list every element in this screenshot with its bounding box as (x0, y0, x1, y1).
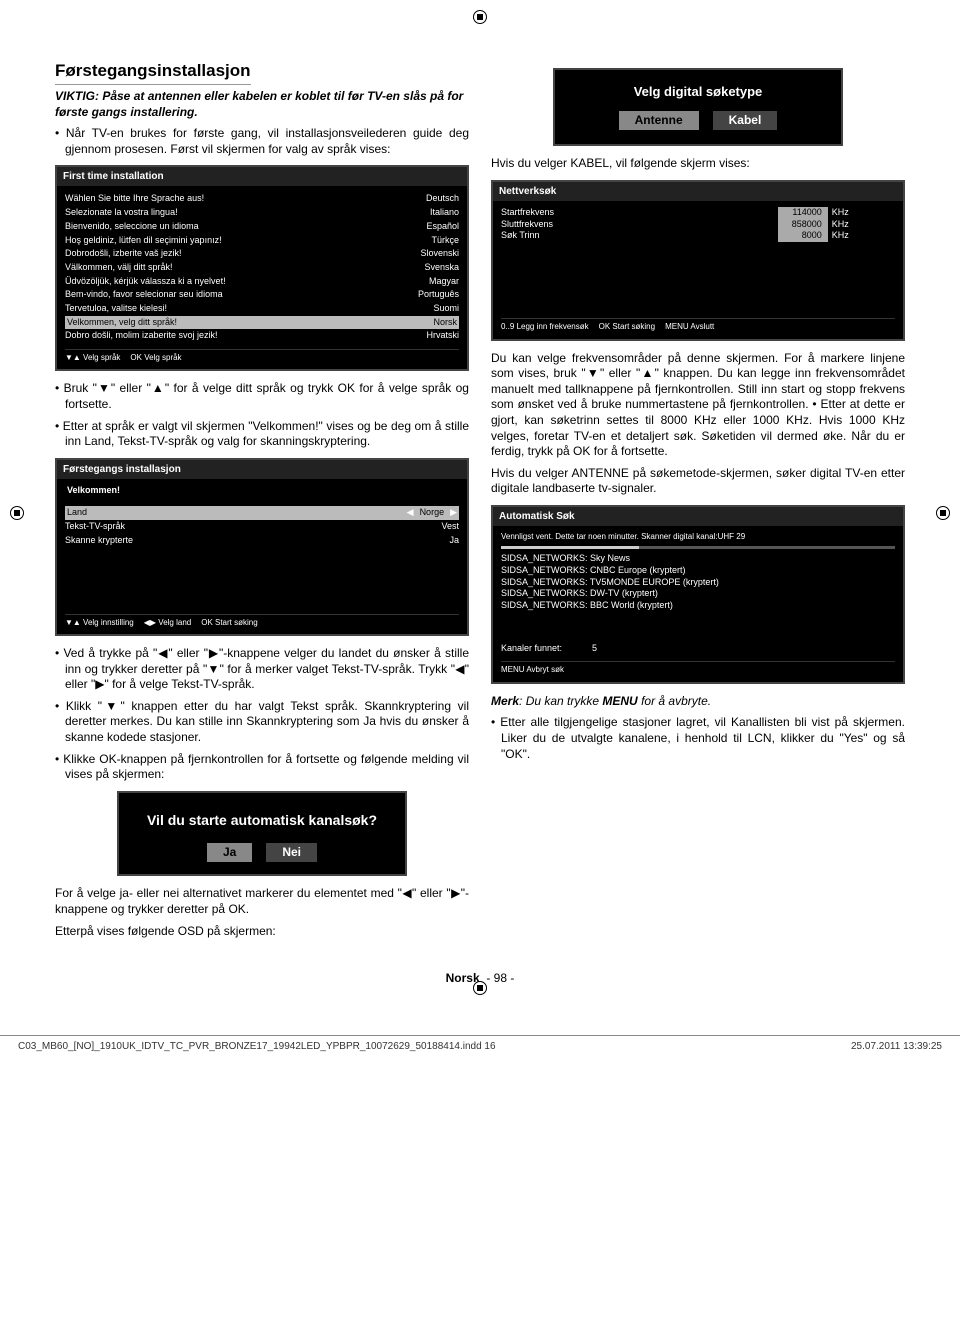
confirm-help: For å velge ja- eller nei alternativet m… (55, 886, 469, 917)
print-footer: C03_MB60_[NO]_1910UK_IDTV_TC_PVR_BRONZE1… (0, 1035, 960, 1057)
page-title: Førstegangsinstallasjon (55, 60, 251, 85)
btn-kabel[interactable]: Kabel (713, 111, 778, 131)
crop-mark-left (10, 506, 24, 520)
crop-mark-right (936, 506, 950, 520)
freq-text: Du kan velge frekvensområder på denne sk… (491, 351, 905, 460)
confirm-yes[interactable]: Ja (207, 843, 252, 863)
osd-welcome: Førstegangs installasjon Velkommen! Land… (55, 458, 469, 636)
osd-lang-title: First time installation (57, 167, 467, 186)
osd-lang-selected: Velkommen, velg ditt språk!Norsk (65, 316, 459, 330)
osd-confirm: Vil du starte automatisk kanalsøk? Ja Ne… (117, 791, 407, 877)
menu-note: Merk: Merk: Du kan trykke MENU for å avb… (491, 694, 905, 710)
osd-network: Nettverksøk Startfrekvens114000KHz Slutt… (491, 180, 905, 340)
antenne-text: Hvis du velger ANTENNE på søkemetode-skj… (491, 466, 905, 497)
kabel-text: Hvis du velger KABEL, vil følgende skjer… (491, 156, 905, 172)
crop-mark-bottom (473, 981, 487, 995)
osd-autosearch: Automatisk Søk Vennligst vent. Dette tar… (491, 505, 905, 684)
bullet-lang: Bruk "▼" eller "▲" for å velge ditt språ… (55, 381, 469, 412)
intro-text: Når TV-en brukes for første gang, vil in… (55, 126, 469, 157)
bullet-ok: Klikke OK-knappen på fjernkontrollen for… (55, 752, 469, 783)
footer-filename: C03_MB60_[NO]_1910UK_IDTV_TC_PVR_BRONZE1… (18, 1040, 496, 1053)
confirm-no[interactable]: Nei (266, 843, 317, 863)
osd-language-select: First time installation Wählen Sie bitte… (55, 165, 469, 371)
bullet-final: Etter alle tilgjengelige stasjoner lagre… (491, 715, 905, 762)
important-note: VIKTIG: Påse at antennen eller kabelen e… (55, 89, 469, 120)
bullet-country: Ved å trykke på "◀" eller "▶"-knappene v… (55, 646, 469, 693)
btn-antenne[interactable]: Antenne (619, 111, 699, 131)
osd-searchtype: Velg digital søketype Antenne Kabel (553, 68, 843, 146)
confirm-help2: Etterpå vises følgende OSD på skjermen: (55, 924, 469, 940)
crop-mark-top (473, 10, 487, 24)
bullet-welcome: Etter at språk er valgt vil skjermen "Ve… (55, 419, 469, 450)
bullet-encrypt: Klikk "▼" knappen etter du har valgt Tek… (55, 699, 469, 746)
footer-timestamp: 25.07.2011 13:39:25 (851, 1040, 942, 1053)
